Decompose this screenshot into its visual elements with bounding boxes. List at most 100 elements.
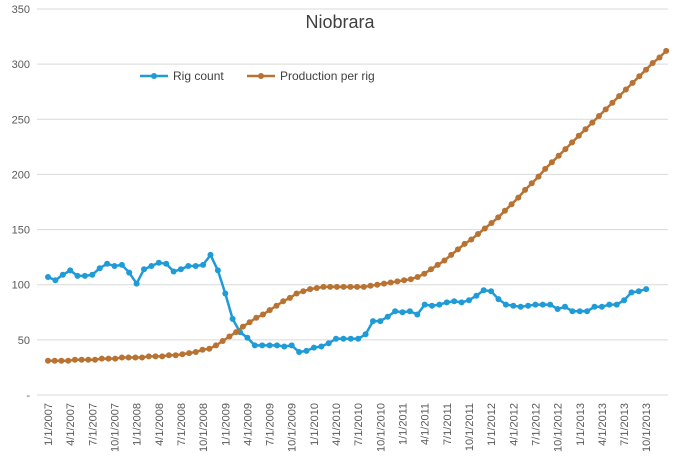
data-point <box>548 159 555 166</box>
data-point <box>591 303 598 310</box>
y-tick-label: 200 <box>12 169 30 181</box>
data-point <box>118 261 125 268</box>
y-tick-label: 150 <box>12 225 30 237</box>
x-tick-label: 7/1/2010 <box>353 403 365 446</box>
data-point <box>508 201 515 208</box>
data-point <box>239 323 246 330</box>
x-tick-label: 7/1/2007 <box>87 403 99 446</box>
data-point <box>51 357 58 364</box>
data-point <box>384 313 391 320</box>
data-point <box>244 334 251 341</box>
y-tick-label: 100 <box>12 280 30 292</box>
x-tick-label: 10/1/2009 <box>287 403 299 452</box>
data-point <box>45 274 51 280</box>
data-point <box>172 352 179 359</box>
y-tick-label: 350 <box>12 4 30 16</box>
data-point <box>226 333 233 340</box>
data-point <box>327 283 334 290</box>
data-point <box>145 353 152 360</box>
data-point <box>441 257 448 264</box>
data-point <box>253 314 260 321</box>
data-point <box>340 283 347 290</box>
data-point <box>300 288 307 295</box>
data-point <box>436 301 443 308</box>
x-tick-label: 1/1/2007 <box>43 403 55 446</box>
data-point <box>406 308 413 315</box>
data-point <box>96 265 103 272</box>
data-point <box>458 299 465 306</box>
data-point <box>515 194 522 201</box>
data-point <box>381 280 387 287</box>
data-point <box>481 225 488 232</box>
data-point <box>569 139 576 146</box>
data-point <box>213 342 219 349</box>
data-point <box>89 271 96 278</box>
x-tick-label: 10/1/2010 <box>375 403 387 452</box>
data-point <box>517 303 524 310</box>
data-point <box>643 286 650 293</box>
data-point <box>377 318 384 325</box>
data-point <box>598 303 605 310</box>
data-point <box>105 355 112 362</box>
chart-title: Niobrara <box>305 12 375 32</box>
data-point <box>313 285 320 291</box>
data-point <box>92 356 98 363</box>
data-point <box>522 186 529 193</box>
series-0 <box>45 251 650 355</box>
data-point <box>609 99 616 106</box>
data-point <box>542 165 549 172</box>
legend-marker <box>151 73 157 79</box>
series-line <box>47 252 647 354</box>
x-tick-label: 1/1/2008 <box>132 403 144 446</box>
data-point <box>333 335 339 342</box>
data-point <box>663 47 670 54</box>
x-tick-label: 4/1/2010 <box>331 403 343 446</box>
data-point <box>622 86 629 93</box>
gridlines <box>37 8 668 341</box>
data-point <box>74 272 81 279</box>
data-point <box>528 180 535 187</box>
data-point <box>163 260 170 267</box>
data-point <box>207 251 214 258</box>
data-point <box>525 302 532 309</box>
x-tick-label: 1/1/2012 <box>486 403 498 446</box>
data-point <box>448 251 455 258</box>
data-point <box>461 240 468 247</box>
data-point <box>111 263 118 269</box>
data-point <box>251 342 258 349</box>
data-point <box>466 297 472 304</box>
data-point <box>401 277 408 284</box>
x-tick-label: 10/1/2012 <box>553 403 565 452</box>
data-point <box>266 307 273 314</box>
data-point <box>274 342 280 349</box>
x-tick-label: 7/1/2013 <box>619 403 631 446</box>
data-point <box>554 306 561 312</box>
data-point <box>112 355 119 362</box>
data-point <box>502 301 509 308</box>
data-point <box>347 335 354 342</box>
data-point <box>475 231 481 237</box>
data-point <box>355 335 362 342</box>
data-point <box>185 263 192 269</box>
data-point <box>45 357 51 364</box>
data-point <box>454 246 461 253</box>
data-point <box>307 286 314 293</box>
data-point <box>281 343 288 350</box>
series-1 <box>45 47 670 364</box>
data-point <box>562 146 569 153</box>
y-tick-label: 250 <box>12 114 30 126</box>
data-point <box>81 272 88 279</box>
data-point <box>429 302 435 309</box>
data-point <box>296 349 303 355</box>
y-tick-label: 300 <box>12 59 30 71</box>
data-point <box>286 294 293 301</box>
data-point <box>510 302 517 309</box>
data-point <box>367 282 374 289</box>
data-point <box>179 351 186 358</box>
data-point <box>132 354 139 361</box>
x-tick-label: 10/1/2013 <box>641 403 653 452</box>
data-point <box>58 357 65 364</box>
x-axis-tick-labels: 1/1/2007 4/1/2007 7/1/2007 10/1/2007 1/1/200… <box>43 403 653 452</box>
data-point <box>649 60 656 66</box>
data-point <box>532 301 539 308</box>
